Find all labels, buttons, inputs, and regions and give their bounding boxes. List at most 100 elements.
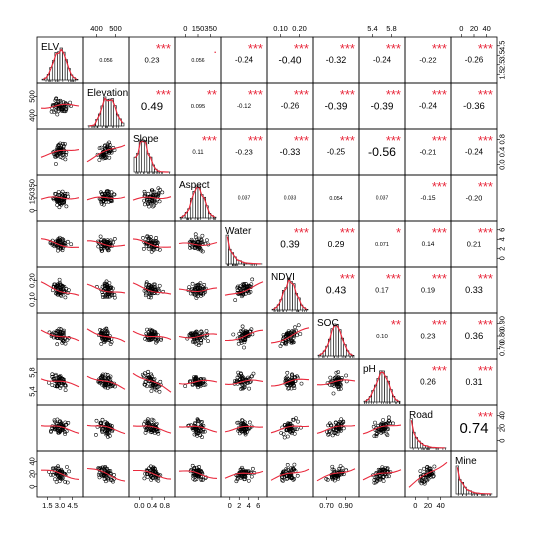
scatter-point bbox=[105, 293, 110, 298]
scatter-point bbox=[108, 423, 112, 427]
scatter-point bbox=[242, 338, 247, 343]
scatter-point bbox=[111, 240, 116, 245]
scatter-point bbox=[56, 248, 60, 253]
correlation-value: -0.20 bbox=[466, 193, 483, 202]
scatter-point bbox=[239, 475, 243, 480]
scatter-point bbox=[58, 98, 63, 103]
scatter-point bbox=[100, 292, 105, 297]
scatter-point bbox=[107, 281, 112, 285]
scatter-point bbox=[199, 341, 204, 345]
correlation-value: 0.39 bbox=[280, 239, 300, 250]
scatter-point bbox=[55, 342, 60, 347]
smooth-line bbox=[270, 468, 310, 481]
scatter-point bbox=[109, 190, 114, 195]
correlation-value: -0.56 bbox=[368, 145, 396, 159]
scatter-point bbox=[330, 464, 335, 469]
significance-stars: *** bbox=[340, 41, 355, 56]
scatter-point bbox=[284, 468, 289, 473]
scatter-point bbox=[152, 199, 157, 203]
scatter-point bbox=[59, 335, 64, 340]
scatter-point bbox=[55, 203, 60, 207]
density-curve bbox=[410, 420, 445, 449]
scatter-point bbox=[194, 377, 198, 381]
variable-label: Elevation bbox=[87, 88, 128, 99]
scatter-point bbox=[183, 384, 188, 388]
scatter-point bbox=[344, 373, 348, 378]
scatter-point bbox=[55, 112, 60, 117]
scatter-point bbox=[292, 477, 297, 481]
scatter-point bbox=[66, 288, 71, 292]
scatter-point bbox=[111, 192, 116, 197]
scatter-point bbox=[106, 476, 110, 481]
scatter-point bbox=[56, 109, 61, 114]
tick-label-top: 0.20 bbox=[292, 24, 307, 33]
scatter-point bbox=[157, 283, 162, 288]
scatter-point bbox=[238, 284, 243, 289]
scatter-point bbox=[96, 244, 101, 249]
scatter-point bbox=[249, 474, 254, 479]
smooth-line bbox=[178, 425, 218, 433]
scatter-point bbox=[105, 376, 110, 381]
scatter-point bbox=[244, 282, 248, 286]
scatter-point bbox=[143, 419, 148, 424]
scatter-point bbox=[372, 480, 377, 485]
scatter-point bbox=[282, 435, 287, 440]
scatter-point bbox=[148, 464, 153, 469]
scatter-point bbox=[294, 416, 298, 421]
tick-label-top: 5.8 bbox=[386, 24, 396, 33]
scatter-point bbox=[49, 472, 53, 477]
scatter-point bbox=[245, 330, 250, 334]
scatter-point bbox=[49, 428, 53, 433]
tick-label-bottom: 4.5 bbox=[67, 501, 77, 510]
scatter-point bbox=[143, 383, 148, 387]
scatter-point bbox=[422, 466, 426, 471]
scatter-point bbox=[235, 285, 240, 290]
scatter-point bbox=[190, 383, 195, 387]
scatter-point bbox=[148, 295, 153, 300]
significance-stars: *** bbox=[432, 225, 447, 240]
correlation-value: 0.11 bbox=[192, 150, 204, 156]
smooth-line bbox=[132, 238, 172, 248]
tick-label-left: 350 bbox=[28, 179, 37, 192]
scatter-point bbox=[59, 294, 64, 298]
scatter-point bbox=[340, 421, 345, 426]
scatter-point bbox=[106, 435, 110, 439]
cell-8-6 bbox=[312, 404, 360, 452]
scatter-point bbox=[150, 428, 155, 433]
scatter-point bbox=[291, 417, 295, 422]
scatter-point bbox=[198, 281, 203, 285]
scatter-point bbox=[327, 432, 332, 436]
scatter-point bbox=[50, 372, 55, 377]
scatter-point bbox=[189, 237, 194, 242]
scatter-point bbox=[337, 466, 342, 471]
tick-label-right: 0 bbox=[498, 256, 507, 260]
scatter-point bbox=[151, 247, 155, 252]
scatter-point bbox=[289, 340, 294, 345]
scatter-point bbox=[152, 203, 156, 208]
scatter-point bbox=[426, 476, 431, 481]
scatter-point bbox=[52, 330, 56, 335]
scatter-point bbox=[336, 370, 341, 374]
scatter-point bbox=[239, 375, 244, 380]
scatter-point bbox=[286, 332, 291, 337]
scatter-point bbox=[108, 238, 113, 243]
scatter-point bbox=[291, 340, 296, 345]
tick-label-bottom: 4 bbox=[247, 501, 251, 510]
scatter-point bbox=[59, 327, 63, 332]
scatter-point bbox=[374, 434, 379, 438]
tick-label-right: 40 bbox=[498, 411, 507, 419]
scatter-point bbox=[233, 298, 238, 302]
scatter-point bbox=[341, 426, 346, 431]
scatter-point bbox=[152, 282, 157, 287]
scatter-point bbox=[191, 332, 196, 337]
scatter-point bbox=[206, 339, 210, 343]
scatter-point bbox=[195, 237, 199, 242]
scatter-point bbox=[292, 386, 297, 390]
scatter-point bbox=[328, 375, 333, 380]
tick-label-bottom: 0 bbox=[413, 501, 417, 510]
scatter-point bbox=[284, 340, 289, 344]
density-curve bbox=[89, 97, 124, 127]
scatter-point bbox=[154, 340, 158, 345]
variable-label: Road bbox=[409, 410, 433, 421]
correlation-value: 0.14 bbox=[422, 241, 435, 248]
